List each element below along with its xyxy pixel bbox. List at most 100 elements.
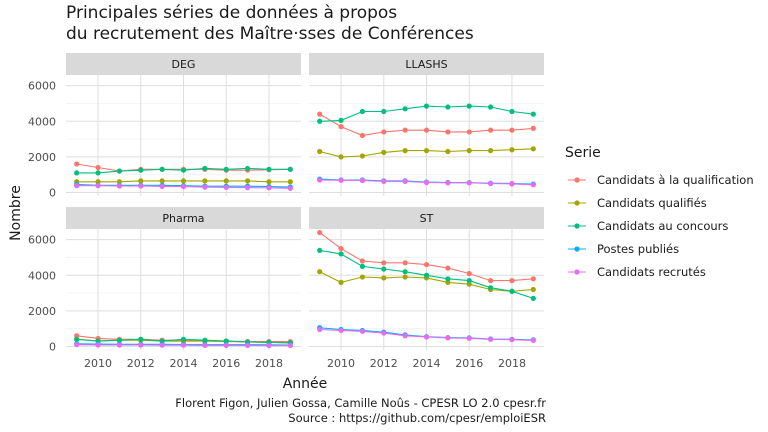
data-point-concours [180, 336, 187, 342]
x-tick-label: 2018 [498, 357, 526, 370]
data-point-recrutes [116, 183, 123, 189]
data-point-concours [180, 167, 187, 173]
data-point-recrutes [287, 185, 293, 191]
data-point-concours [266, 166, 272, 172]
legend-key-point-recrutes [574, 269, 580, 275]
legend-key-point-qual [574, 177, 580, 183]
chart-title: Principales séries de données à propos d… [66, 3, 474, 45]
data-point-recrutes [338, 177, 344, 183]
data-point-concours [138, 336, 144, 342]
data-point-qual [487, 278, 494, 284]
data-point-concours [202, 165, 208, 172]
data-point-concours [202, 337, 208, 343]
data-point-qualifies [530, 286, 536, 293]
data-point-recrutes [466, 335, 472, 341]
data-point-qualifies [466, 148, 472, 154]
data-point-qual [509, 278, 515, 284]
data-point-concours [466, 278, 472, 284]
data-point-qualifies [116, 179, 123, 185]
data-point-qual [466, 129, 472, 135]
data-point-recrutes [180, 342, 187, 348]
data-point-qualifies [381, 275, 387, 281]
data-point-recrutes [487, 336, 494, 342]
facet-label-pharma: Pharma [162, 212, 204, 225]
legend-key-point-concours [574, 223, 580, 229]
data-point-recrutes [159, 183, 165, 189]
legend-label-postes: Postes publiés [597, 242, 679, 256]
data-point-qualifies [359, 274, 366, 280]
data-point-concours [487, 285, 494, 291]
data-point-qualifies [509, 147, 515, 153]
caption-authors: Florent Figon, Julien Gossa, Camille Noû… [175, 396, 546, 410]
data-point-concours [359, 108, 366, 115]
y-tick-label: 2000 [28, 305, 56, 318]
data-point-qual [445, 265, 451, 271]
y-tick-label: 2000 [28, 151, 56, 164]
data-point-recrutes [509, 337, 515, 343]
data-point-concours [423, 272, 430, 278]
data-point-recrutes [202, 342, 208, 348]
data-point-recrutes [509, 181, 515, 187]
data-point-qual [445, 129, 451, 135]
data-point-qual [317, 111, 323, 117]
data-point-recrutes [159, 342, 165, 348]
data-point-recrutes [317, 177, 323, 183]
data-point-recrutes [338, 327, 344, 334]
data-point-recrutes [244, 185, 251, 191]
data-point-qual [74, 333, 80, 339]
data-point-recrutes [359, 177, 366, 184]
data-point-concours [359, 263, 366, 269]
data-point-recrutes [95, 342, 101, 348]
legend-label-recrutes: Candidats recrutés [597, 265, 706, 279]
data-point-recrutes [445, 335, 451, 341]
data-point-concours [423, 103, 430, 109]
facet-strip-st [309, 207, 544, 229]
data-point-recrutes [266, 342, 272, 349]
data-point-qualifies [159, 178, 165, 184]
data-point-qualifies [266, 179, 272, 185]
data-point-concours [402, 269, 408, 275]
data-point-qual [487, 127, 494, 133]
data-point-qualifies [487, 148, 494, 154]
x-axis-title: Année [283, 376, 328, 392]
data-point-concours [74, 170, 80, 176]
data-point-concours [509, 288, 515, 294]
data-point-qualifies [244, 178, 251, 184]
data-point-concours [338, 117, 344, 123]
x-tick-label: 2016 [455, 357, 483, 370]
data-point-recrutes [138, 342, 144, 348]
data-point-qual [423, 261, 430, 268]
data-point-recrutes [445, 180, 451, 186]
data-point-recrutes [266, 185, 272, 191]
data-point-qual [95, 164, 101, 171]
legend-label-qual: Candidats à la qualification [597, 173, 754, 187]
data-point-concours [287, 166, 293, 172]
data-point-recrutes [402, 178, 408, 185]
data-point-recrutes [287, 342, 293, 349]
data-point-concours [402, 106, 408, 112]
data-point-concours [381, 108, 387, 115]
data-point-recrutes [381, 330, 387, 336]
data-point-qual [402, 127, 408, 133]
data-point-qual [338, 245, 344, 252]
x-tick-label: 2010 [84, 357, 112, 370]
data-point-recrutes [381, 178, 387, 185]
data-point-concours [159, 166, 165, 172]
data-point-concours [138, 167, 144, 173]
data-point-concours [95, 170, 101, 176]
data-point-concours [466, 103, 472, 109]
data-point-recrutes [423, 179, 430, 186]
data-point-recrutes [402, 333, 408, 339]
legend-label-concours: Candidats au concours [597, 219, 728, 233]
data-point-concours [338, 251, 344, 257]
data-point-qualifies [180, 178, 187, 184]
data-point-concours [116, 168, 123, 174]
data-point-qualifies [381, 149, 387, 156]
data-point-concours [445, 104, 451, 110]
data-point-recrutes [95, 183, 101, 189]
facet-label-llashs: LLASHS [405, 58, 447, 71]
data-point-concours [223, 338, 229, 344]
data-point-qual [530, 276, 536, 282]
caption-source: Source : https://github.com/cpesr/emploi… [288, 411, 546, 425]
data-point-recrutes [244, 342, 251, 348]
